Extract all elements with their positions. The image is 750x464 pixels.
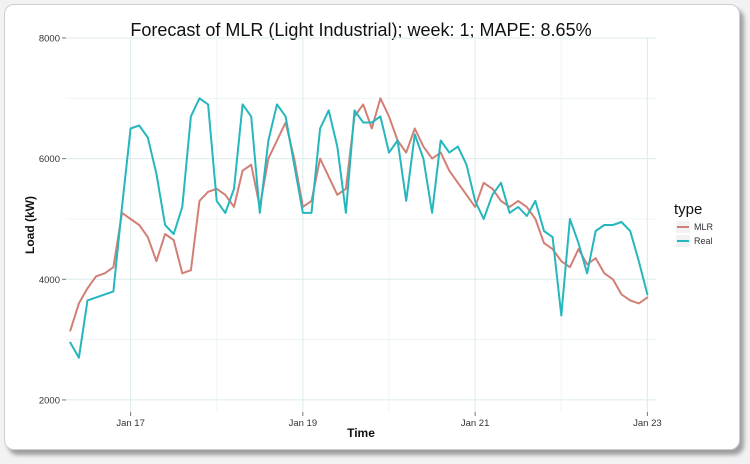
y-tick-label: 2000 [39, 395, 60, 406]
y-tick-label: 8000 [39, 34, 60, 45]
legend-label-mlr: MLR [694, 222, 714, 232]
chart-title: Forecast of MLR (Light Industrial); week… [130, 20, 591, 40]
legend-title: type [674, 201, 702, 218]
x-tick-label: Jan 19 [289, 418, 318, 429]
series-line-real [69, 97, 649, 359]
x-tick-label: Jan 21 [461, 418, 490, 429]
x-axis-label: Time [347, 426, 375, 440]
plot-grid [66, 37, 656, 412]
y-tick-label: 6000 [39, 154, 60, 165]
y-axis-label: Load (kW) [23, 196, 37, 254]
series-line-mlr [69, 97, 649, 332]
legend: type MLR Real [674, 201, 714, 247]
x-axis: Jan 17 Jan 19 Jan 21 Jan 23 [116, 412, 662, 429]
chart-frame [4, 4, 740, 450]
x-tick-label: Jan 23 [633, 418, 662, 429]
y-axis: 2000 4000 6000 8000 [39, 34, 66, 406]
series-lines [69, 97, 649, 359]
x-tick-label: Jan 17 [116, 418, 145, 429]
legend-label-real: Real [694, 236, 713, 246]
y-tick-label: 4000 [39, 275, 60, 286]
